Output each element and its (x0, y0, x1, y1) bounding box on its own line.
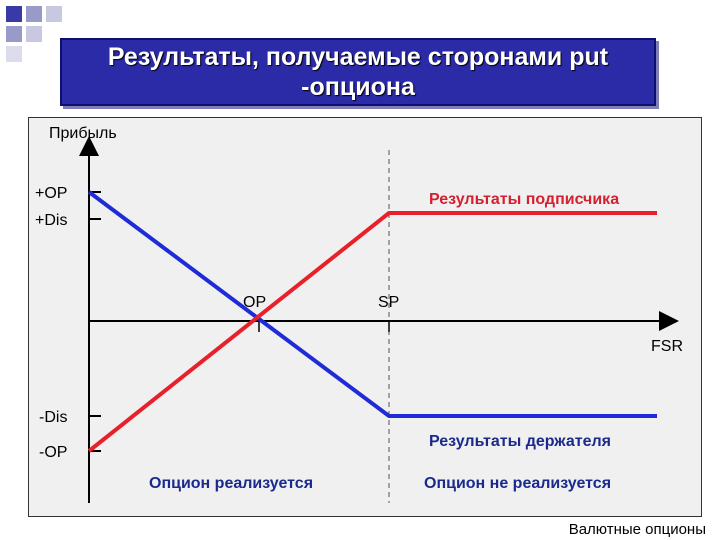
put-option-payoff-diagram: Прибыль FSR +OP +Dis -Dis -OP OP SP Резу… (35, 125, 683, 503)
y-tick-label-op-minus: -OP (39, 444, 67, 461)
decorative-square (6, 46, 22, 62)
y-tick-label-op-plus: +OP (35, 185, 67, 202)
diagram-frame: Прибыль FSR +OP +Dis -Dis -OP OP SP Резу… (28, 117, 702, 517)
decorative-square (6, 26, 22, 42)
title-banner: Результаты, получаемые сторонами put -оп… (60, 38, 656, 106)
holder-results-label: Результаты держателя (429, 433, 611, 450)
x-tick-label-sp: SP (378, 294, 399, 311)
decorative-square (46, 6, 62, 22)
page-title: Результаты, получаемые сторонами put -оп… (107, 43, 609, 101)
not-exercised-region-label: Опцион не реализуется (424, 475, 611, 492)
footer-caption: Валютные опционы (568, 521, 706, 538)
decorative-square (26, 6, 42, 22)
y-tick-label-dis-plus: +Dis (35, 212, 67, 229)
x-tick-label-op: OP (243, 294, 266, 311)
writer-results-label: Результаты подписчика (429, 191, 619, 208)
y-axis-label: Прибыль (49, 125, 117, 142)
x-axis-label: FSR (651, 338, 683, 355)
exercised-region-label: Опцион реализуется (149, 475, 313, 492)
writer-payoff-line (87, 211, 657, 453)
decorative-square (26, 26, 42, 42)
decorative-square (6, 6, 22, 22)
holder-payoff-line (87, 190, 657, 418)
y-tick-label-dis-minus: -Dis (39, 409, 67, 426)
